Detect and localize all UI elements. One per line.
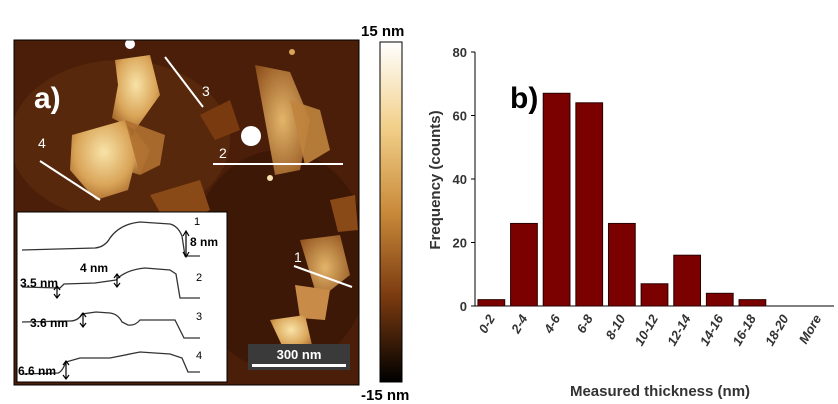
y-tick-label: 0 [460, 299, 467, 314]
profile-number-3: 3 [196, 311, 202, 323]
height-label-4nm: 4 nm [80, 261, 108, 275]
histogram-panel-label: b) [510, 82, 538, 115]
histogram-bar-16-18 [738, 299, 767, 307]
y-tick-labels: 0 20 40 60 80 [453, 45, 475, 314]
profile-trace-3 [21, 311, 200, 339]
profile-line-4 [39, 160, 101, 201]
x-tick-label: 6-8 [573, 311, 596, 335]
x-tick-label: 8-10 [602, 311, 628, 342]
colorbar-max-label: 15 nm [361, 23, 404, 40]
histogram-bar-4-6 [542, 92, 571, 307]
line-label-2: 2 [219, 145, 227, 161]
x-tick-label: 14-16 [697, 311, 727, 348]
height-label-3-5nm: 3.5 nm [20, 276, 58, 290]
profile-number-1: 1 [194, 216, 200, 228]
x-tick-label: 12-14 [664, 311, 694, 348]
afm-image-panel: a) 1 2 3 4 1 2 3 4 8 nm 4 nm 3.5 nm [13, 23, 409, 404]
colorbar: 15 nm -15 nm [361, 23, 409, 404]
line-label-3: 3 [202, 83, 210, 99]
y-tick-label: 40 [453, 172, 467, 187]
profile-number-4: 4 [196, 350, 202, 362]
profile-trace-4 [21, 351, 200, 375]
profile-inset: 1 2 3 4 8 nm 4 nm 3.5 nm 3.6 nm 6.6 nm [16, 211, 228, 383]
histogram-bar-8-10 [607, 222, 636, 307]
x-tick-label: 0-2 [476, 311, 499, 335]
profile-lines [39, 56, 353, 288]
y-tick-label: 20 [453, 236, 467, 251]
x-tick-label: 18-20 [762, 311, 792, 348]
profile-line-labels: 1 2 3 4 [38, 83, 302, 265]
x-axis-title: Measured thickness (nm) [570, 383, 750, 400]
y-tick-label: 80 [453, 45, 467, 60]
profile-number-2: 2 [196, 272, 202, 284]
histogram-bar-12-14 [673, 254, 702, 307]
histogram-bar-14-16 [705, 292, 734, 307]
x-tick-label: More [796, 312, 825, 346]
height-label-8nm: 8 nm [190, 235, 218, 249]
line-label-1: 1 [294, 249, 302, 265]
line-label-4: 4 [38, 135, 46, 151]
thickness-histogram: 0 20 40 60 80 0-2 2-4 4-6 6-8 8-10 10-12 12-14 14-1… [427, 45, 834, 400]
scale-bar-label: 300 nm [277, 347, 322, 362]
height-label-6-6nm: 6.6 nm [18, 364, 56, 378]
y-axis-title: Frequency (counts) [427, 110, 444, 249]
x-tick-label: 16-18 [729, 311, 759, 348]
afm-panel-label: a) [34, 82, 61, 115]
histogram-bar-10-12 [640, 283, 669, 307]
height-arrows [53, 229, 190, 380]
profile-line-1 [293, 265, 353, 288]
histogram-bar-2-4 [510, 222, 538, 307]
height-label-3-6nm: 3.6 nm [30, 316, 68, 330]
profile-line-3 [164, 56, 204, 108]
histogram-bar-6-8 [575, 102, 604, 307]
histogram-bar-0-2 [477, 299, 506, 307]
profile-trace-2 [21, 267, 200, 299]
colorbar-min-label: -15 nm [361, 387, 409, 404]
x-tick-label: 10-12 [631, 311, 661, 348]
profile-trace-1 [21, 221, 200, 257]
histogram-bars [477, 92, 767, 307]
x-tick-label: 4-6 [540, 311, 563, 336]
y-tick-label: 60 [453, 109, 467, 124]
afm-height-map [14, 40, 359, 385]
x-tick-label: 2-4 [508, 311, 531, 336]
scale-bar: 300 nm [248, 344, 350, 370]
x-tick-labels: 0-2 2-4 4-6 6-8 8-10 10-12 12-14 14-16 16-18 18-2… [476, 311, 825, 348]
